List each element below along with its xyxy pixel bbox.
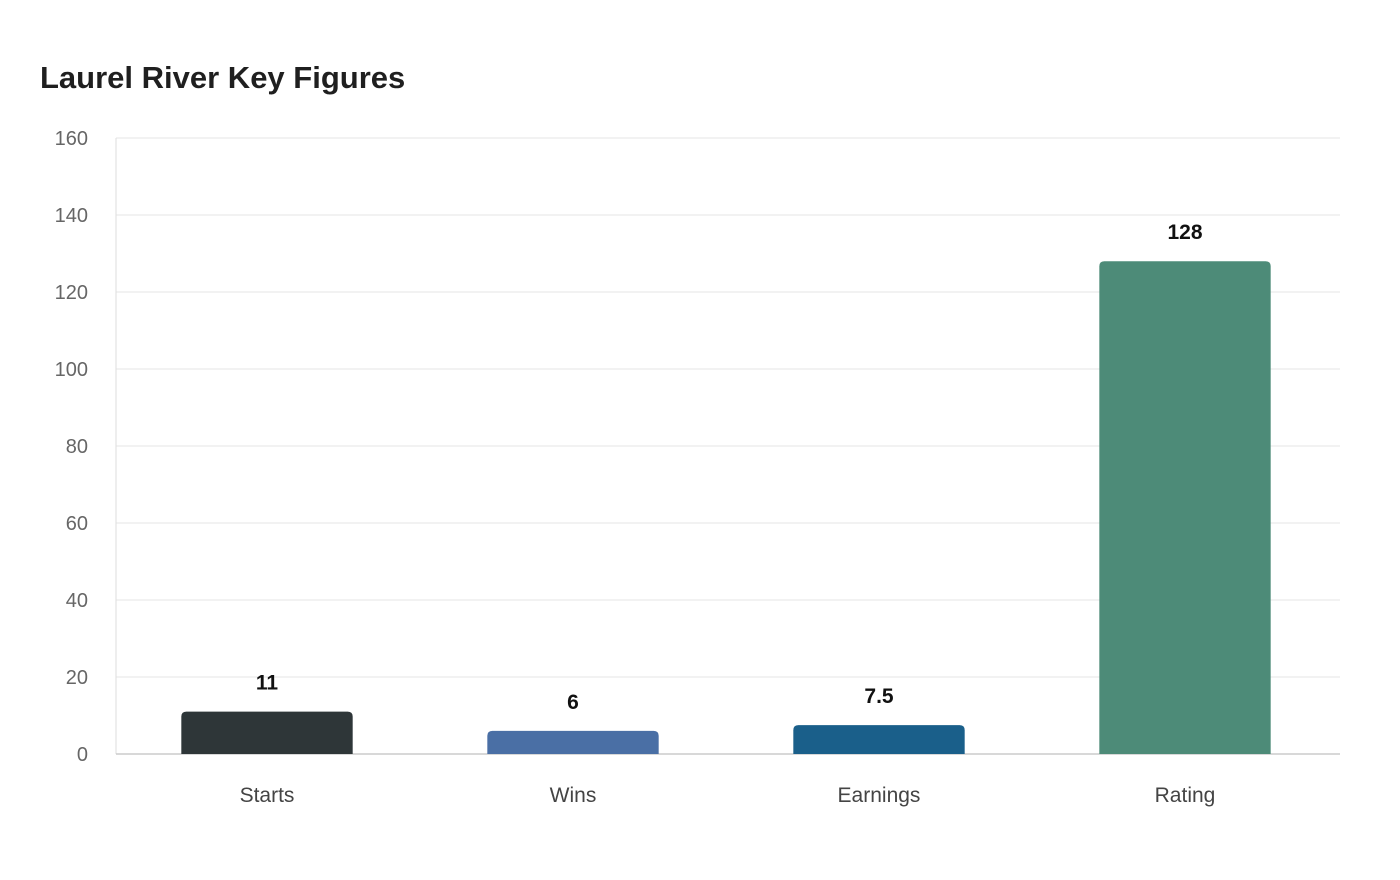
y-tick-label: 40	[66, 590, 88, 612]
bar-starts	[181, 711, 353, 754]
x-tick-label-wins: Wins	[550, 784, 597, 807]
labels: 0 20 40 60 80 100 120 140 160 11 Starts 6 Wins 7.5 Ear…	[55, 128, 1216, 807]
gridlines	[116, 137, 1340, 678]
y-tick-label: 100	[55, 359, 88, 381]
y-tick-label: 20	[66, 667, 88, 689]
y-tick-label: 0	[77, 744, 88, 766]
x-tick-label-starts: Starts	[240, 784, 295, 807]
chart-title: Laurel River Key Figures	[40, 60, 406, 95]
data-label-rating: 128	[1167, 221, 1202, 244]
data-label-wins: 6	[567, 691, 579, 714]
y-tick-label: 60	[66, 513, 88, 535]
y-tick-label: 80	[66, 436, 88, 458]
bars	[181, 261, 1271, 754]
y-tick-label: 120	[55, 282, 88, 304]
data-label-earnings: 7.5	[864, 685, 894, 708]
data-label-starts: 11	[256, 672, 279, 695]
bar-rating	[1099, 261, 1271, 754]
y-tick-label: 140	[55, 205, 88, 227]
x-tick-label-earnings: Earnings	[838, 784, 921, 807]
bar-earnings	[793, 725, 965, 754]
bar-wins	[487, 730, 659, 754]
y-tick-label: 160	[55, 128, 88, 150]
x-tick-label-rating: Rating	[1155, 784, 1216, 807]
